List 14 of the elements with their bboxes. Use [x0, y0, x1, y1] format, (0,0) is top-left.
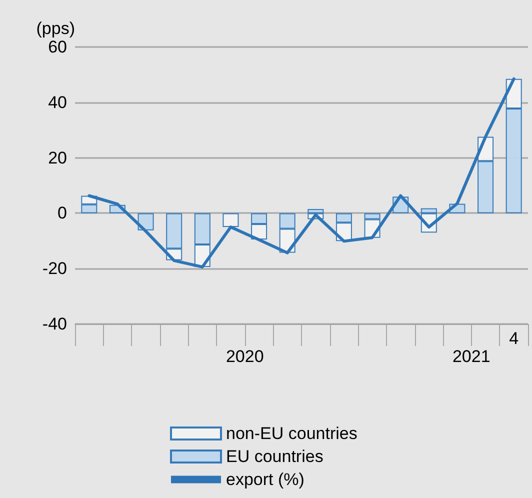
y-axis-title: (pps): [36, 19, 75, 38]
text: 2020: [226, 347, 264, 366]
text: 2021: [452, 347, 490, 366]
y-tick-label: 40: [48, 92, 67, 112]
legend-label: export (%): [226, 470, 304, 489]
y-tick-label: 60: [48, 38, 67, 56]
y-tick-label: 20: [48, 148, 67, 168]
legend-label: non-EU countries: [226, 424, 358, 443]
y-tick-label: -40: [42, 314, 67, 334]
y-tick-label: -20: [42, 259, 67, 278]
bar: [222, 213, 239, 228]
y-tick-label: 0: [58, 204, 67, 223]
x-tick-label: 4: [509, 329, 519, 348]
legend-label: EU countries: [226, 447, 324, 466]
